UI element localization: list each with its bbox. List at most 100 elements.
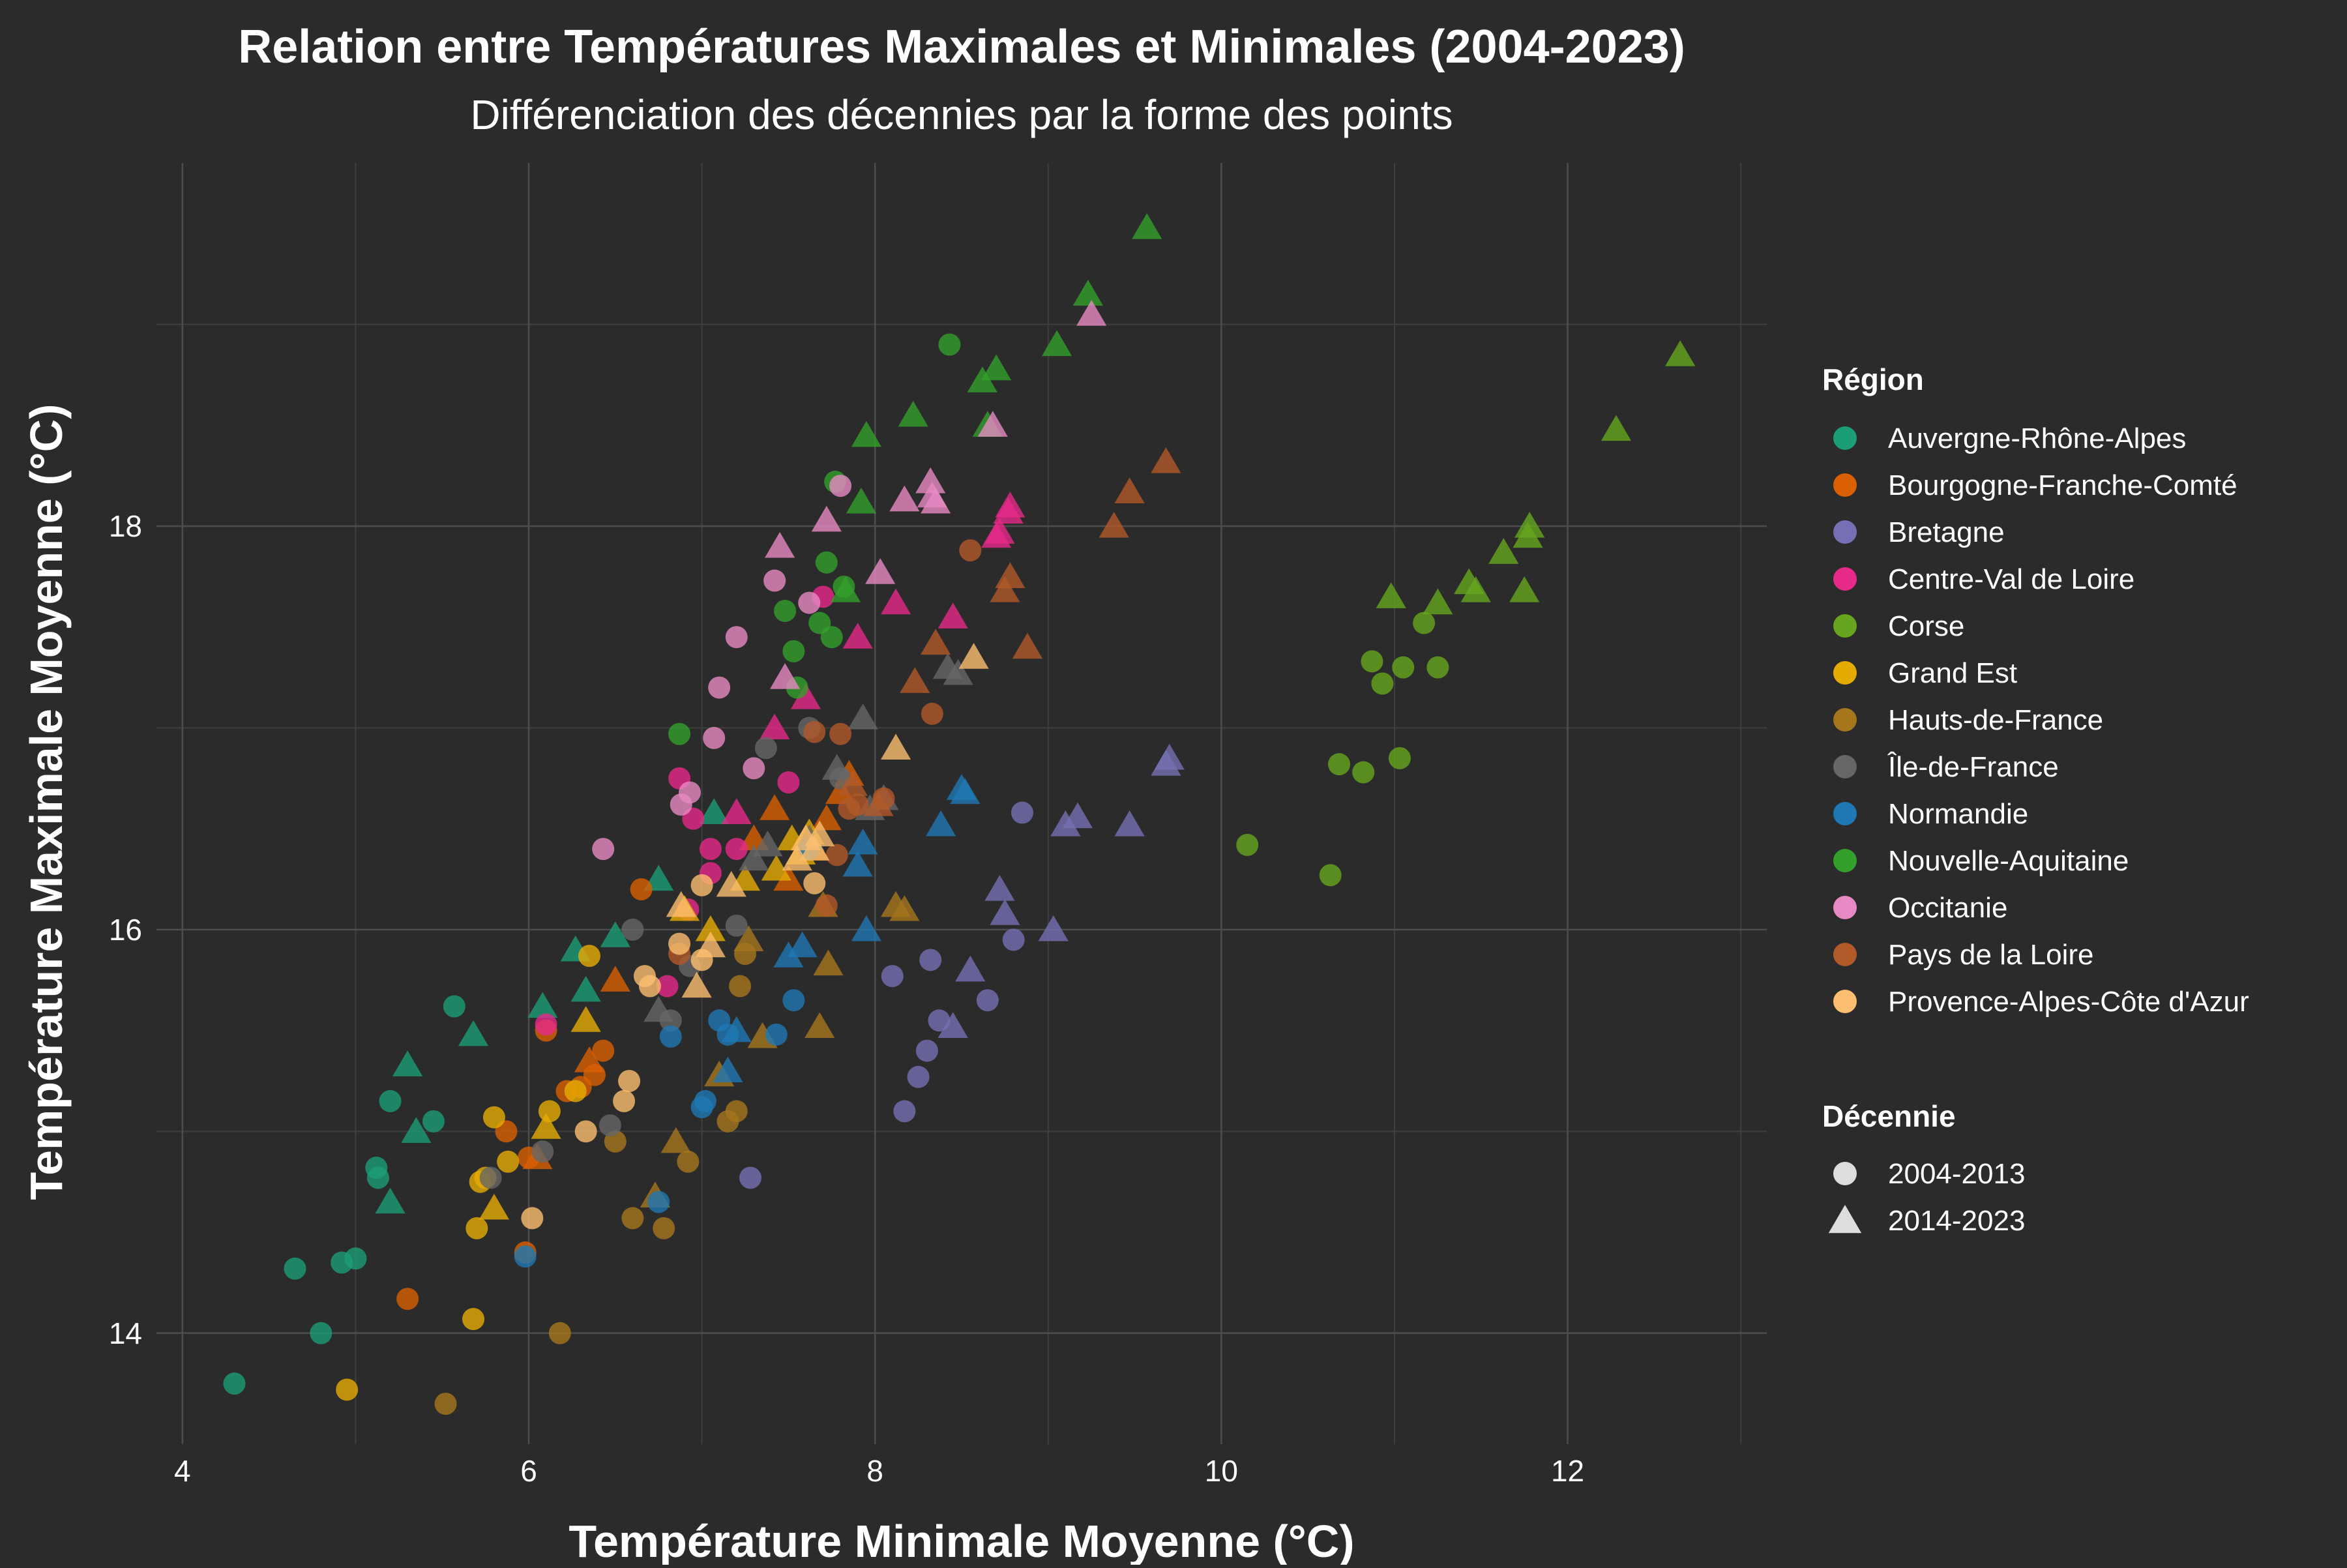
data-point-triangle [842,850,873,877]
data-point-circle [592,838,615,861]
data-point-circle [1352,761,1375,784]
data-point-triangle [813,949,844,976]
data-point-triangle [1423,588,1453,615]
data-point-circle [497,1150,520,1173]
data-point-triangle [570,1006,601,1032]
data-point-circle [482,1106,505,1129]
data-point-circle [621,918,644,941]
data-point-triangle [821,754,852,780]
data-point-circle [820,626,843,649]
data-point-triangle [799,835,830,861]
data-point-triangle [392,1050,423,1076]
y-tick-label: 14 [109,1316,142,1350]
data-point-triangle [937,602,968,629]
data-point-circle [535,1013,557,1036]
data-point-triangle [1514,512,1545,538]
legend-region-marker [1833,943,1857,966]
data-point-triangle [739,844,769,871]
data-point-triangle [990,576,1020,602]
data-point-circle [578,945,600,968]
data-point-circle [531,1140,554,1163]
data-point-circle [1327,753,1350,776]
data-point-circle [754,737,777,760]
data-point-triangle [926,810,956,836]
legend-region-marker [1833,896,1857,919]
legend-decade-title: Décennie [1822,1099,1956,1133]
data-point-triangle [1509,576,1540,602]
data-point-circle [422,1110,445,1132]
data-point-circle [881,965,904,988]
data-point-triangle [1099,512,1129,538]
data-point-circle [743,757,765,780]
data-point-circle [396,1288,419,1310]
data-point-circle [621,1207,644,1230]
data-point-triangle [848,828,878,855]
data-point-circle [1392,656,1415,679]
data-point-circle [782,640,805,662]
data-point-triangle [1132,213,1162,239]
data-point-circle [336,1378,359,1401]
y-tick-label: 16 [109,913,142,947]
data-point-triangle [721,798,752,825]
data-point-triangle [479,1193,510,1220]
data-point-triangle [695,915,726,941]
legend-region-marker [1833,708,1857,732]
data-point-triangle [1041,330,1072,357]
data-point-triangle [721,1016,752,1043]
data-point-circle [514,1245,537,1268]
data-point-triangle [921,487,951,514]
legend-region-label: Nouvelle-Aquitaine [1888,845,2129,877]
data-point-triangle [900,667,930,693]
data-point-circle [1002,928,1025,951]
data-point-triangle [1460,576,1491,602]
data-point-triangle [1114,477,1145,504]
data-point-circle [656,975,679,998]
data-point-triangle [1376,582,1406,608]
legend-region-marker [1833,520,1857,544]
data-point-triangle [1151,447,1181,473]
data-point-circle [829,722,852,745]
series-2 [739,743,1185,1189]
series-0 [223,798,730,1395]
data-point-triangle [600,921,630,947]
data-point-circle [938,333,961,356]
data-point-triangle [375,1187,406,1214]
data-point-circle [462,1308,485,1331]
x-axis-label: Température Minimale Moyenne (°C) [568,1516,1354,1565]
legend-region-label: Île-de-France [1887,751,2059,783]
data-point-circle [668,932,691,955]
data-point-triangle [837,770,868,796]
data-point-triangle [600,966,630,992]
legend-region-label: Bretagne [1888,516,2005,548]
data-point-circle [618,1069,641,1092]
data-point-circle [803,872,826,895]
data-point-circle [1426,656,1449,679]
data-point-triangle [1488,538,1519,564]
legend-decades: 2004-2013 2014-2023 [1828,1158,2025,1237]
x-tick-label: 8 [866,1454,883,1488]
x-tick-label: 6 [520,1454,537,1488]
data-point-circle [564,1080,587,1102]
data-point-triangle [574,1046,605,1072]
data-point-triangle [1062,802,1093,829]
data-point-triangle [570,975,601,1002]
data-point-triangle [1114,810,1145,836]
data-point-circle [344,1247,367,1270]
data-point-triangle [955,955,986,982]
data-point-triangle [977,411,1008,437]
data-point-triangle [863,790,894,816]
data-point-triangle [769,663,801,689]
data-point-circle [921,702,943,725]
data-point-circle [366,1166,389,1189]
data-point-triangle [1072,280,1103,306]
legend-decade-marker-triangle [1828,1205,1862,1234]
data-point-circle [915,1039,938,1062]
data-point-circle [1236,833,1259,856]
data-point-triangle [830,576,861,602]
legend-region-marker [1833,849,1857,872]
data-point-triangle [760,713,790,740]
data-point-triangle [713,1056,743,1083]
